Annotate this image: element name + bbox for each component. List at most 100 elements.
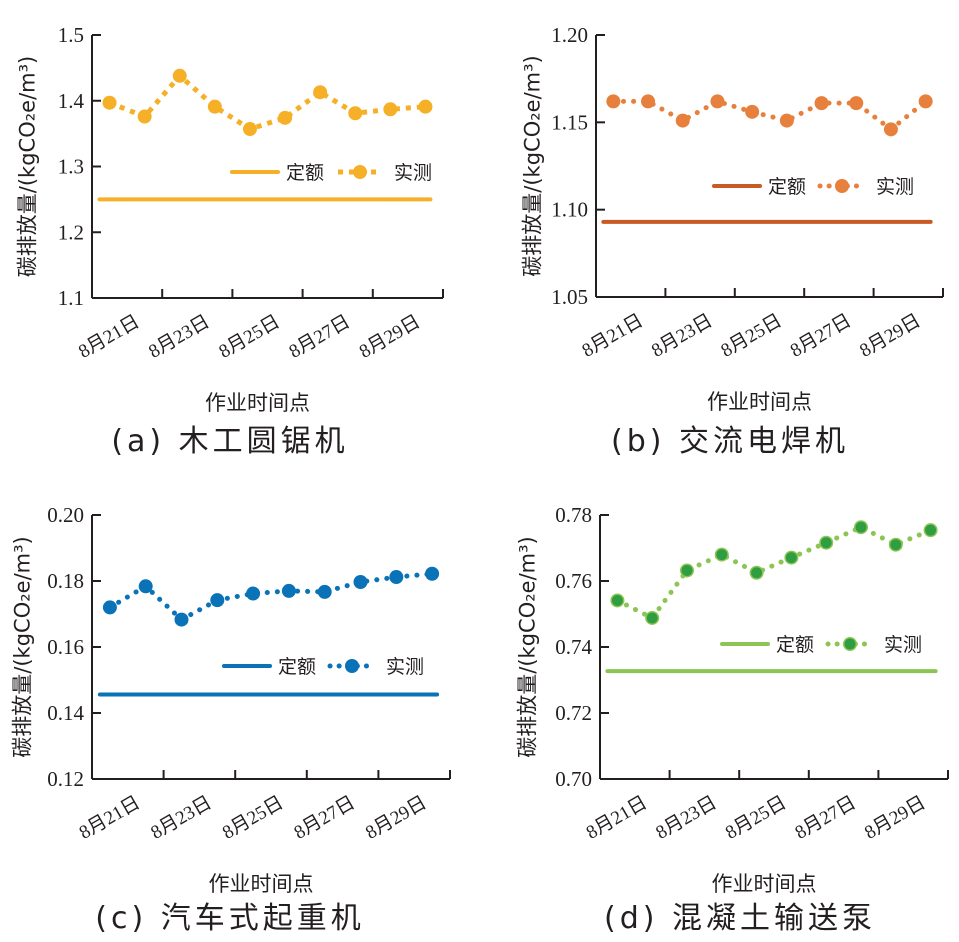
x-tick-label: 8月27日 — [787, 310, 855, 361]
data-point — [814, 96, 829, 111]
legend-quota-label: 定额 — [278, 656, 316, 678]
y-tick-label: 1.2 — [58, 220, 84, 244]
data-point — [137, 109, 152, 124]
x-tick-label: 8月25日 — [717, 310, 785, 361]
x-tick-label: 8月25日 — [722, 792, 790, 843]
data-point — [210, 593, 225, 608]
data-point — [246, 586, 261, 601]
y-tick-label: 1.5 — [58, 23, 84, 47]
data-point — [207, 99, 222, 114]
y-tick-label: 1.10 — [551, 198, 588, 222]
data-point — [172, 68, 187, 83]
legend-quota-label: 定额 — [776, 634, 814, 656]
data-point — [389, 570, 404, 585]
chart-caption: (d) 混凝土输送泵 — [604, 901, 876, 936]
data-point — [313, 85, 328, 100]
x-tick-label: 8月27日 — [792, 792, 860, 843]
x-tick-label: 8月23日 — [147, 792, 215, 843]
data-point — [281, 583, 296, 598]
measured-line — [614, 524, 934, 622]
data-point — [606, 94, 621, 109]
x-tick-label: 8月23日 — [652, 792, 720, 843]
x-axis-title: 作业时间点 — [707, 390, 812, 414]
legend-marker — [353, 165, 367, 179]
y-tick-label: 0.72 — [555, 701, 592, 725]
data-point — [918, 94, 933, 109]
y-tick-label: 0.20 — [47, 503, 84, 527]
legend-quota-label: 定额 — [768, 176, 806, 198]
chart-panel-d: 0.70 0.72 0.74 0.76 0.78 8月21日 8月23日 8月25日 8月27日… — [515, 503, 949, 936]
x-tick-label: 8月29日 — [362, 792, 430, 843]
data-point — [242, 122, 257, 137]
x-tick-label: 8月21日 — [75, 311, 143, 362]
data-point — [641, 94, 656, 109]
y-tick-label: 0.12 — [47, 767, 84, 791]
data-point — [710, 94, 725, 109]
data-point — [418, 99, 433, 114]
y-tick-label: 0.76 — [555, 569, 592, 593]
x-axis-title: 作业时间点 — [209, 872, 314, 896]
legend-measured-label: 实测 — [884, 634, 922, 656]
legend-marker — [835, 179, 849, 193]
data-point — [751, 567, 763, 579]
legend-marker — [345, 659, 359, 673]
y-axis-title: 碳排放量/(kgCO₂e/m³) — [515, 536, 539, 757]
x-tick-label: 8月29日 — [861, 792, 929, 843]
data-point — [820, 537, 832, 549]
measured-line — [108, 72, 426, 132]
y-tick-label: 1.4 — [58, 89, 85, 113]
chart-caption: (c) 汽车式起重机 — [95, 901, 364, 936]
chart-caption: (a) 木工圆锯机 — [111, 424, 348, 459]
data-point — [785, 552, 797, 564]
y-tick-label: 0.78 — [555, 503, 592, 527]
x-tick-label: 8月21日 — [76, 792, 144, 843]
x-tick-label: 8月29日 — [356, 311, 424, 362]
chart-caption: (b) 交流电焊机 — [611, 424, 849, 459]
y-tick-label: 0.16 — [47, 635, 84, 659]
x-tick-label: 8月27日 — [286, 311, 354, 362]
data-point — [925, 524, 937, 536]
data-point — [278, 110, 293, 125]
data-point — [855, 521, 867, 533]
x-tick-label: 8月27日 — [291, 792, 359, 843]
x-tick-label: 8月21日 — [579, 310, 647, 361]
y-axis-title: 碳排放量/(kgCO₂e/m³) — [520, 55, 544, 276]
data-point — [611, 594, 623, 606]
y-axis-title: 碳排放量/(kgCO₂e/m³) — [10, 536, 34, 757]
y-tick-label: 1.1 — [58, 286, 84, 310]
data-point — [348, 106, 363, 121]
x-tick-label: 8月25日 — [219, 792, 287, 843]
data-point — [425, 566, 440, 581]
y-tick-label: 1.05 — [551, 285, 588, 309]
data-point — [675, 113, 690, 128]
y-tick-label: 1.20 — [551, 23, 588, 47]
data-point — [716, 549, 728, 561]
y-tick-label: 1.15 — [551, 110, 588, 134]
chart-panel-c: 0.12 0.14 0.16 0.18 0.20 8月21日 8月23日 8月25日 8月27日… — [10, 503, 451, 936]
data-point — [317, 584, 332, 599]
y-tick-label: 0.70 — [555, 767, 592, 791]
legend-measured-label: 实测 — [386, 656, 424, 678]
data-point — [138, 579, 153, 594]
data-point — [174, 612, 189, 627]
measured-line — [107, 571, 435, 623]
data-point — [745, 104, 760, 119]
x-axis-title: 作业时间点 — [205, 391, 310, 415]
legend-measured-label: 实测 — [394, 162, 432, 184]
data-point — [353, 574, 368, 589]
x-tick-label: 8月25日 — [215, 311, 283, 362]
data-point — [883, 122, 898, 137]
x-axis-title: 作业时间点 — [712, 872, 817, 896]
legend-quota-label: 定额 — [286, 162, 324, 184]
y-tick-label: 1.3 — [58, 155, 84, 179]
y-axis-title: 碳排放量/(kgCO₂e/m³) — [15, 56, 39, 277]
measured-line — [610, 98, 929, 133]
data-point — [681, 564, 693, 576]
y-tick-label: 0.74 — [555, 635, 592, 659]
x-tick-label: 8月23日 — [145, 311, 213, 362]
legend-measured-label: 实测 — [876, 176, 914, 198]
data-point — [779, 113, 794, 128]
chart-panel-a: 1.1 1.2 1.3 1.4 1.5 8月21日 8月23日 8月25日 8月27日 8月29日… — [15, 23, 444, 459]
chart-panel-b: 1.05 1.10 1.15 1.20 8月21日 8月23日 8月25日 8月27日 8月29… — [520, 23, 944, 459]
legend-marker — [844, 638, 856, 650]
